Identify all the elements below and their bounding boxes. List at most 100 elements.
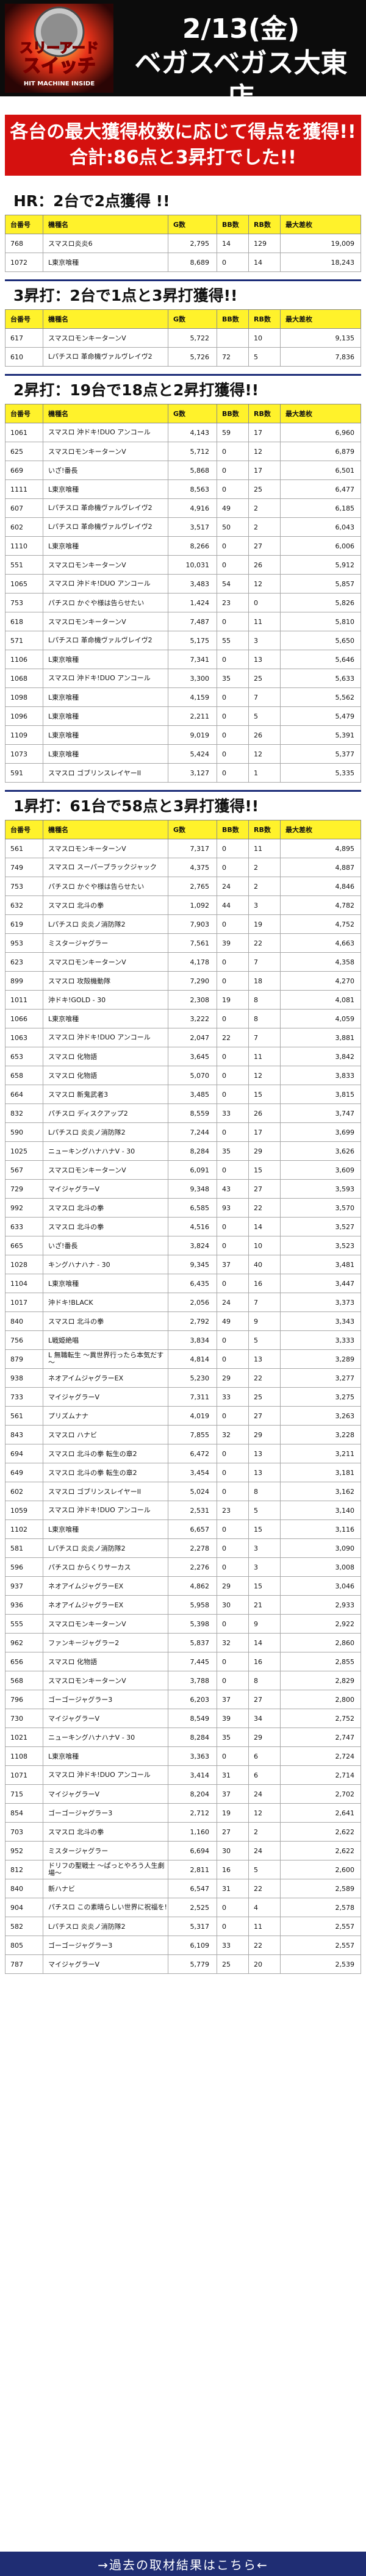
cell-machine-no: 805: [5, 1936, 43, 1955]
cell-games: 3,222: [168, 1009, 217, 1028]
cell-games: 2,211: [168, 706, 217, 726]
table-row: 1063 スマスロ 沖ドキ!DUO アンコール 2,047 22 7 3,881: [5, 1028, 361, 1047]
cell-bb: 33: [217, 1936, 249, 1955]
cell-rb: 3: [248, 631, 281, 650]
cell-machine-no: 582: [5, 1917, 43, 1936]
cell-games: 4,143: [168, 423, 217, 442]
cell-rb: 40: [248, 1255, 281, 1274]
cell-rb: 7: [248, 687, 281, 707]
cell-rb: 2: [248, 498, 281, 518]
cell-bb: 16: [217, 1860, 249, 1879]
svg-text:スリーアード: スリーアード: [20, 41, 99, 56]
cell-bb: 0: [217, 1160, 249, 1180]
cell-machine-no: 633: [5, 1217, 43, 1236]
svg-text:スイッチ: スイッチ: [23, 56, 96, 77]
cell-rb: 29: [248, 1425, 281, 1444]
cell-rb: 15: [248, 1519, 281, 1539]
cell-machine-name: ファンキージャグラー2: [43, 1633, 168, 1652]
cell-machine-no: 854: [5, 1803, 43, 1823]
cell-bb: 0: [217, 687, 249, 707]
cell-machine-no: 658: [5, 1066, 43, 1085]
past-results-link[interactable]: →過去の取材結果はこちら←: [98, 2557, 268, 2572]
cell-machine-no: 555: [5, 1614, 43, 1634]
cell-games: 2,276: [168, 1557, 217, 1577]
cell-bb: 0: [217, 1330, 249, 1350]
cell-machine-name: L東京喰種: [43, 1009, 168, 1028]
cell-rb: 11: [248, 839, 281, 858]
table-row: 753 パチスロ かぐや様は告らせたい 1,424 23 0 5,826: [5, 593, 361, 612]
cell-rb: 5: [248, 1330, 281, 1350]
cell-bb: 55: [217, 631, 249, 650]
cell-games: 7,855: [168, 1425, 217, 1444]
cell-machine-no: 703: [5, 1822, 43, 1842]
section-3: 1昇打：61台で58点と3昇打獲得!! 台番号 機種名 G数 BB数 RB数 最大差枚 561…: [5, 790, 361, 1981]
cell-bb: 0: [217, 952, 249, 972]
cell-bb: 0: [217, 1406, 249, 1426]
table-row: 1106 L東京喰種 7,341 0 13 5,646: [5, 650, 361, 669]
cell-max-diff: 2,702: [280, 1784, 361, 1804]
cell-games: 6,203: [168, 1690, 217, 1709]
cell-machine-name: スマスロ 沖ドキ!DUO アンコール: [43, 669, 168, 688]
cell-bb: 0: [217, 1557, 249, 1577]
cell-max-diff: 4,270: [280, 971, 361, 991]
cell-bb: 39: [217, 1709, 249, 1728]
cell-games: 7,311: [168, 1387, 217, 1407]
cell-machine-no: 840: [5, 1311, 43, 1331]
column-header: 機種名: [43, 309, 168, 329]
cell-machine-name: ミスタージャグラー: [43, 933, 168, 953]
header: スリーアード スイッチ HIT MACHINE INSIDE 2/13(金) ベ…: [0, 0, 366, 96]
cell-rb: 15: [248, 1576, 281, 1596]
cell-bb: 0: [217, 1274, 249, 1293]
cell-games: 6,694: [168, 1841, 217, 1860]
table-row: 656 スマスロ 化物語 7,445 0 16 2,855: [5, 1652, 361, 1671]
page-title: 2/13(金) ベガスベガス大東店: [122, 12, 360, 96]
cell-bb: 0: [217, 1236, 249, 1255]
section-2: 2昇打：19台で18点と2昇打獲得!! 台番号 機種名 G数 BB数 RB数 最大差枚 106…: [5, 374, 361, 790]
cell-machine-name: 新ハナビ: [43, 1879, 168, 1898]
cell-games: 3,454: [168, 1463, 217, 1482]
cell-machine-no: 1110: [5, 536, 43, 556]
cell-machine-no: 619: [5, 914, 43, 934]
cell-machine-name: スマスロ 沖ドキ!DUO アンコール: [43, 1765, 168, 1785]
cell-bb: 24: [217, 877, 249, 896]
summary-banner: 各台の最大獲得枚数に応じて得点を獲得!! 合計:86点と3昇打でした!!: [5, 115, 361, 176]
cell-games: 3,300: [168, 669, 217, 688]
cell-machine-no: 879: [5, 1349, 43, 1369]
cell-machine-no: 953: [5, 933, 43, 953]
column-header: G数: [168, 215, 217, 234]
cell-max-diff: 3,289: [280, 1349, 361, 1369]
cell-rb: 7: [248, 952, 281, 972]
cell-machine-name: スマスロ スーパーブラックジャック: [43, 858, 168, 877]
cell-max-diff: 9,135: [280, 328, 361, 348]
cell-machine-name: パチスロ からくりサーカス: [43, 1557, 168, 1577]
cell-machine-no: 938: [5, 1368, 43, 1388]
cell-rb: 15: [248, 1160, 281, 1180]
table-row: 749 スマスロ スーパーブラックジャック 4,375 0 2 4,887: [5, 858, 361, 877]
cell-machine-name: パチスロ この素晴らしい世界に祝福を!: [43, 1898, 168, 1917]
table-row: 938 ネオアイムジャグラーEX 5,230 29 22 3,277: [5, 1368, 361, 1388]
cell-bb: 0: [217, 1917, 249, 1936]
cell-machine-name: いざ!番長: [43, 461, 168, 480]
cell-bb: 35: [217, 669, 249, 688]
cell-games: 9,019: [168, 725, 217, 745]
cell-machine-no: 602: [5, 1482, 43, 1501]
cell-machine-no: 1017: [5, 1293, 43, 1312]
cell-max-diff: 5,646: [280, 650, 361, 669]
cell-machine-name: パチスロ ディスクアップ2: [43, 1103, 168, 1123]
title-date: 2/13(金): [182, 13, 300, 45]
cell-games: 6,657: [168, 1519, 217, 1539]
cell-machine-name: パチスロ かぐや様は告らせたい: [43, 877, 168, 896]
cell-games: 6,472: [168, 1444, 217, 1463]
cell-machine-name: スマスロ ハナビ: [43, 1425, 168, 1444]
cell-games: 4,159: [168, 687, 217, 707]
cell-machine-name: Lパチスロ 炎炎ノ消防隊2: [43, 1538, 168, 1558]
cell-machine-no: 753: [5, 593, 43, 612]
cell-bb: 24: [217, 1293, 249, 1312]
cell-bb: 72: [217, 347, 249, 367]
column-header: G数: [168, 820, 217, 839]
cell-games: 3,517: [168, 517, 217, 537]
cell-bb: 27: [217, 1822, 249, 1842]
cell-rb: 8: [248, 1671, 281, 1690]
cell-games: 4,862: [168, 1576, 217, 1596]
table-row: 936 ネオアイムジャグラーEX 5,958 30 21 2,933: [5, 1595, 361, 1615]
